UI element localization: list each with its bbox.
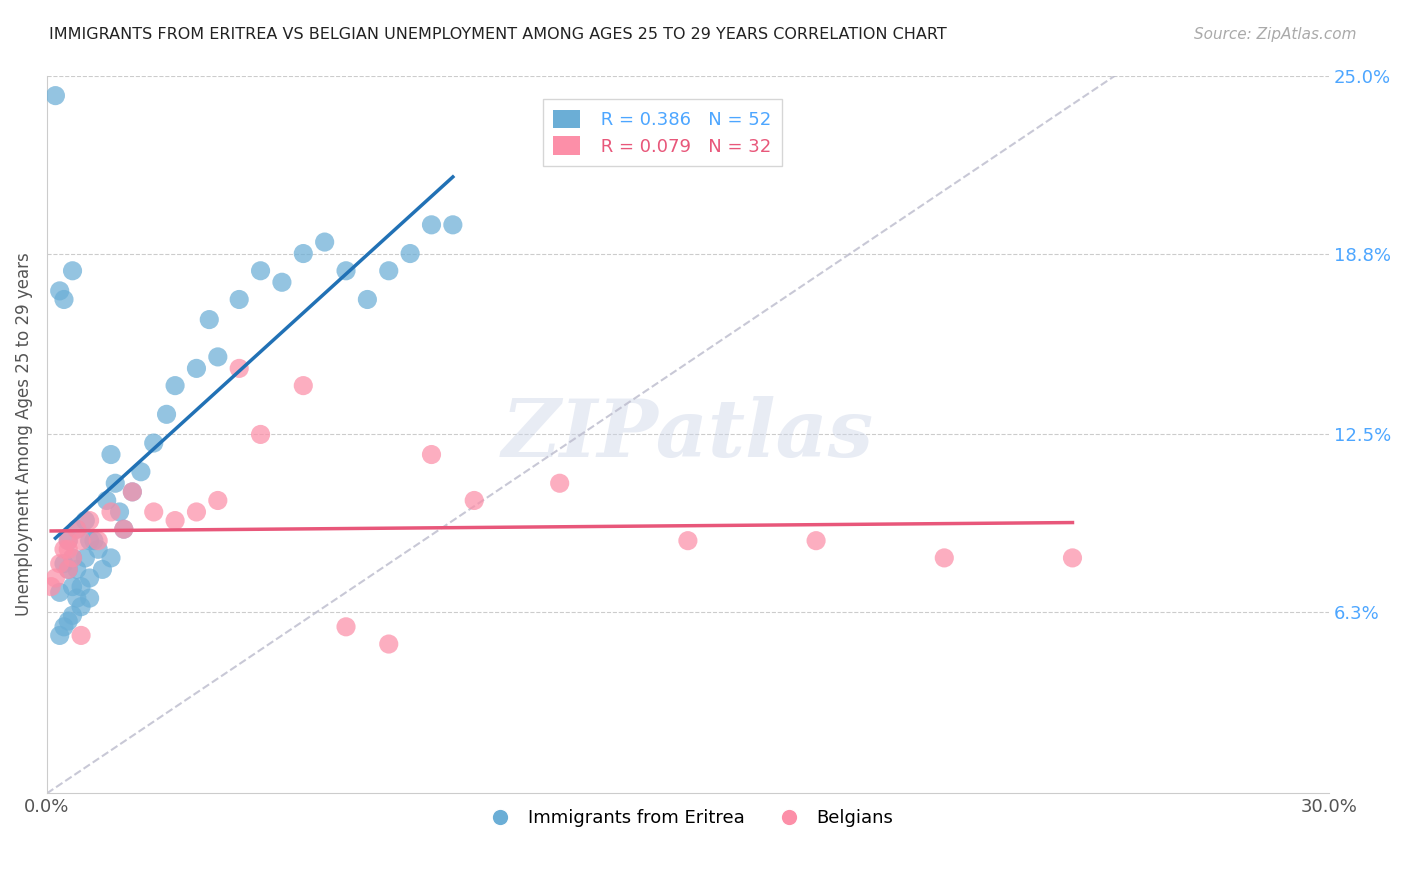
Point (48, 628, 70, 642)
Point (463, 493, 485, 508)
Point (66, 522, 89, 536)
Point (121, 484, 143, 499)
Point (39, 580, 62, 594)
Point (142, 436, 165, 450)
Point (441, 218, 464, 232)
Point (96, 493, 118, 508)
Point (249, 427, 271, 442)
Point (58, 533, 80, 548)
Point (48, 585, 70, 599)
Point (62, 550, 84, 565)
Point (420, 448, 443, 462)
Point (62, 264, 84, 278)
Point (377, 637, 399, 651)
Point (228, 361, 250, 376)
Point (58, 562, 80, 576)
Point (58, 562, 80, 576)
Point (83, 533, 105, 548)
Point (87, 542, 110, 557)
Point (58, 542, 80, 557)
Point (420, 218, 443, 232)
Point (66, 522, 89, 536)
Point (75, 514, 97, 528)
Point (53, 293, 76, 307)
Point (44, 571, 66, 585)
Point (228, 293, 250, 307)
Point (70, 628, 93, 642)
Point (48, 284, 70, 298)
Point (142, 505, 165, 519)
Point (934, 550, 956, 565)
Point (198, 312, 221, 326)
Point (62, 580, 84, 594)
Point (1062, 550, 1084, 565)
Point (100, 550, 122, 565)
Point (79, 571, 101, 585)
Point (676, 533, 699, 548)
Point (79, 514, 101, 528)
Text: Source: ZipAtlas.com: Source: ZipAtlas.com (1194, 27, 1357, 42)
Text: ZIPatlas: ZIPatlas (502, 396, 875, 473)
Point (62, 550, 84, 565)
Point (108, 505, 131, 519)
Point (79, 533, 101, 548)
Legend: Immigrants from Eritrea, Belgians: Immigrants from Eritrea, Belgians (475, 802, 901, 835)
Point (100, 505, 122, 519)
Point (104, 476, 127, 491)
Point (100, 448, 122, 462)
Point (48, 557, 70, 571)
Point (58, 533, 80, 548)
Point (165, 514, 187, 528)
Y-axis label: Unemployment Among Ages 25 to 29 years: Unemployment Among Ages 25 to 29 years (15, 252, 32, 616)
Text: IMMIGRANTS FROM ERITREA VS BELGIAN UNEMPLOYMENT AMONG AGES 25 TO 29 YEARS CORREL: IMMIGRANTS FROM ERITREA VS BELGIAN UNEMP… (49, 27, 948, 42)
Point (53, 557, 76, 571)
Point (207, 493, 229, 508)
Point (356, 293, 378, 307)
Point (70, 580, 93, 594)
Point (335, 620, 357, 634)
Point (66, 562, 89, 576)
Point (58, 614, 80, 628)
Point (112, 522, 135, 536)
Point (129, 465, 152, 479)
Point (165, 378, 187, 392)
Point (70, 533, 93, 548)
Point (112, 522, 135, 536)
Point (548, 476, 571, 491)
Point (804, 533, 827, 548)
Point (186, 505, 208, 519)
Point (87, 533, 110, 548)
Point (249, 264, 271, 278)
Point (121, 484, 143, 499)
Point (66, 591, 89, 606)
Point (53, 542, 76, 557)
Point (70, 599, 93, 614)
Point (62, 608, 84, 623)
Point (53, 620, 76, 634)
Point (79, 591, 101, 606)
Point (155, 408, 177, 422)
Point (186, 361, 208, 376)
Point (91, 562, 114, 576)
Point (292, 378, 315, 392)
Point (207, 350, 229, 364)
Point (335, 264, 357, 278)
Point (314, 235, 336, 249)
Point (377, 264, 399, 278)
Point (44, 88, 66, 103)
Point (399, 246, 422, 260)
Point (292, 246, 315, 260)
Point (271, 275, 294, 289)
Point (75, 550, 97, 565)
